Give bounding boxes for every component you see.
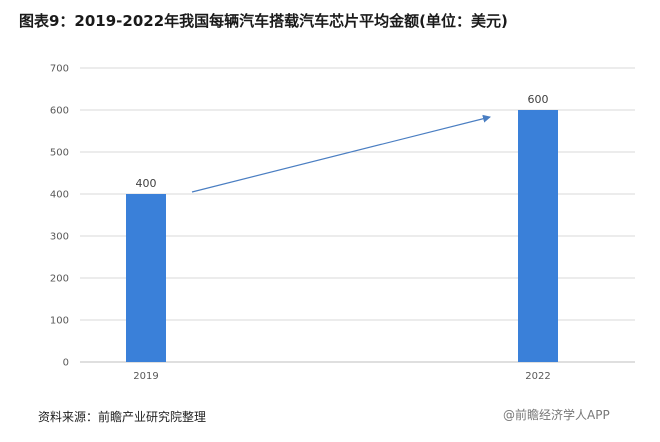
x-axis-labels: 2019 2022 [133, 371, 550, 382]
y-tick-label: 600 [50, 106, 69, 117]
y-tick-label: 200 [50, 274, 69, 285]
bar-2022 [518, 110, 558, 362]
y-axis-ticks: 0 100 200 300 400 500 600 700 [50, 64, 69, 369]
data-label-2019: 400 [136, 177, 157, 190]
trend-arrow [191, 114, 491, 193]
source-note: 资料来源：前瞻产业研究院整理 [38, 410, 207, 424]
x-tick-label: 2022 [525, 371, 550, 382]
bar-2019 [126, 194, 166, 362]
y-tick-label: 300 [50, 232, 69, 243]
y-tick-label: 100 [50, 316, 69, 327]
data-label-2022: 600 [528, 93, 549, 106]
trend-arrow-line [191, 114, 491, 193]
y-tick-label: 0 [63, 358, 69, 369]
x-tick-label: 2019 [133, 371, 158, 382]
y-tick-label: 400 [50, 190, 69, 201]
footer-badge: @前瞻经济学人APP [503, 408, 610, 422]
chart-title: 图表9：2019-2022年我国每辆汽车搭载汽车芯片平均金额(单位：美元) [19, 12, 508, 30]
y-tick-label: 700 [50, 64, 69, 75]
bars [126, 110, 558, 362]
y-tick-label: 500 [50, 148, 69, 159]
data-labels: 400 600 [136, 93, 549, 190]
